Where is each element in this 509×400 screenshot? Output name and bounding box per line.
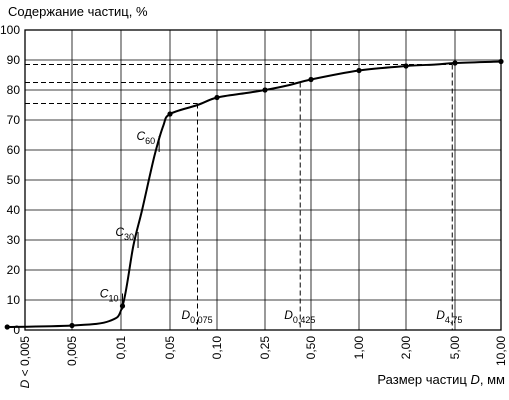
grid <box>24 29 502 331</box>
data-point <box>308 76 314 83</box>
y-axis-title: Содержание частиц, % <box>8 4 148 19</box>
data-point <box>452 60 458 66</box>
d-label: D4,75 <box>436 308 462 325</box>
data-point <box>69 322 75 329</box>
d-label: D0,425 <box>284 308 315 325</box>
annotations: C10 C30 C60 D0,075 D0,425 D4,75 <box>100 129 463 325</box>
y-axis-ticks: 0 10 20 30 40 50 60 70 80 90 100 <box>0 23 20 337</box>
x-tick-label: 0,50 <box>304 336 318 360</box>
y-tick-label: 100 <box>0 23 20 37</box>
y-tick-label: 40 <box>7 203 21 217</box>
x-tick-label: 5,00 <box>448 336 462 360</box>
y-tick-label: 30 <box>7 233 21 247</box>
x-axis-ticks: D < 0,005 0,005 0,01 0,05 0,10 0,25 0,50 1,00 2,… <box>18 336 508 389</box>
grading-curve-line <box>7 60 502 328</box>
x-tick-label: 0,01 <box>114 336 128 360</box>
data-point <box>214 94 220 101</box>
data-point <box>356 67 362 74</box>
x-tick-label: 1,00 <box>352 336 366 360</box>
data-markers <box>4 58 504 330</box>
x-tick-label: 10,00 <box>494 336 508 366</box>
y-tick-label: 20 <box>7 263 21 277</box>
c-label: C60 <box>136 129 155 146</box>
c-label: C10 <box>100 287 119 304</box>
x-axis-title-suffix: , мм <box>480 372 505 387</box>
d-label: D0,075 <box>181 308 212 325</box>
x-axis-title-prefix: Размер частиц <box>377 372 470 387</box>
data-point <box>403 63 409 69</box>
x-tick-label: 0,10 <box>210 336 224 360</box>
plot-border <box>24 29 502 331</box>
reference-guides <box>25 64 453 330</box>
y-tick-label: 60 <box>7 143 21 157</box>
data-point <box>498 58 504 65</box>
x-tick-label: 0,25 <box>258 336 272 360</box>
y-tick-label: 80 <box>7 83 21 97</box>
x-axis-title-var: D <box>471 372 480 387</box>
grading-curve <box>7 60 502 328</box>
data-point <box>167 111 173 117</box>
y-tick-label: 50 <box>7 173 21 187</box>
x-tick-label: 0,005 <box>65 336 79 366</box>
x-tick-label: D < 0,005 <box>18 336 32 389</box>
c-label: C30 <box>115 225 134 242</box>
x-tick-label: 2,00 <box>399 336 413 360</box>
x-tick-label: 0,05 <box>163 336 177 360</box>
y-tick-label: 70 <box>7 113 21 127</box>
x-axis-title: Размер частиц D, мм <box>377 372 505 387</box>
y-tick-label: 10 <box>7 293 21 307</box>
plot-frame <box>24 29 502 331</box>
data-point <box>4 324 10 330</box>
y-tick-label: 0 <box>13 323 20 337</box>
data-point <box>262 87 268 93</box>
y-tick-label: 90 <box>7 53 21 67</box>
